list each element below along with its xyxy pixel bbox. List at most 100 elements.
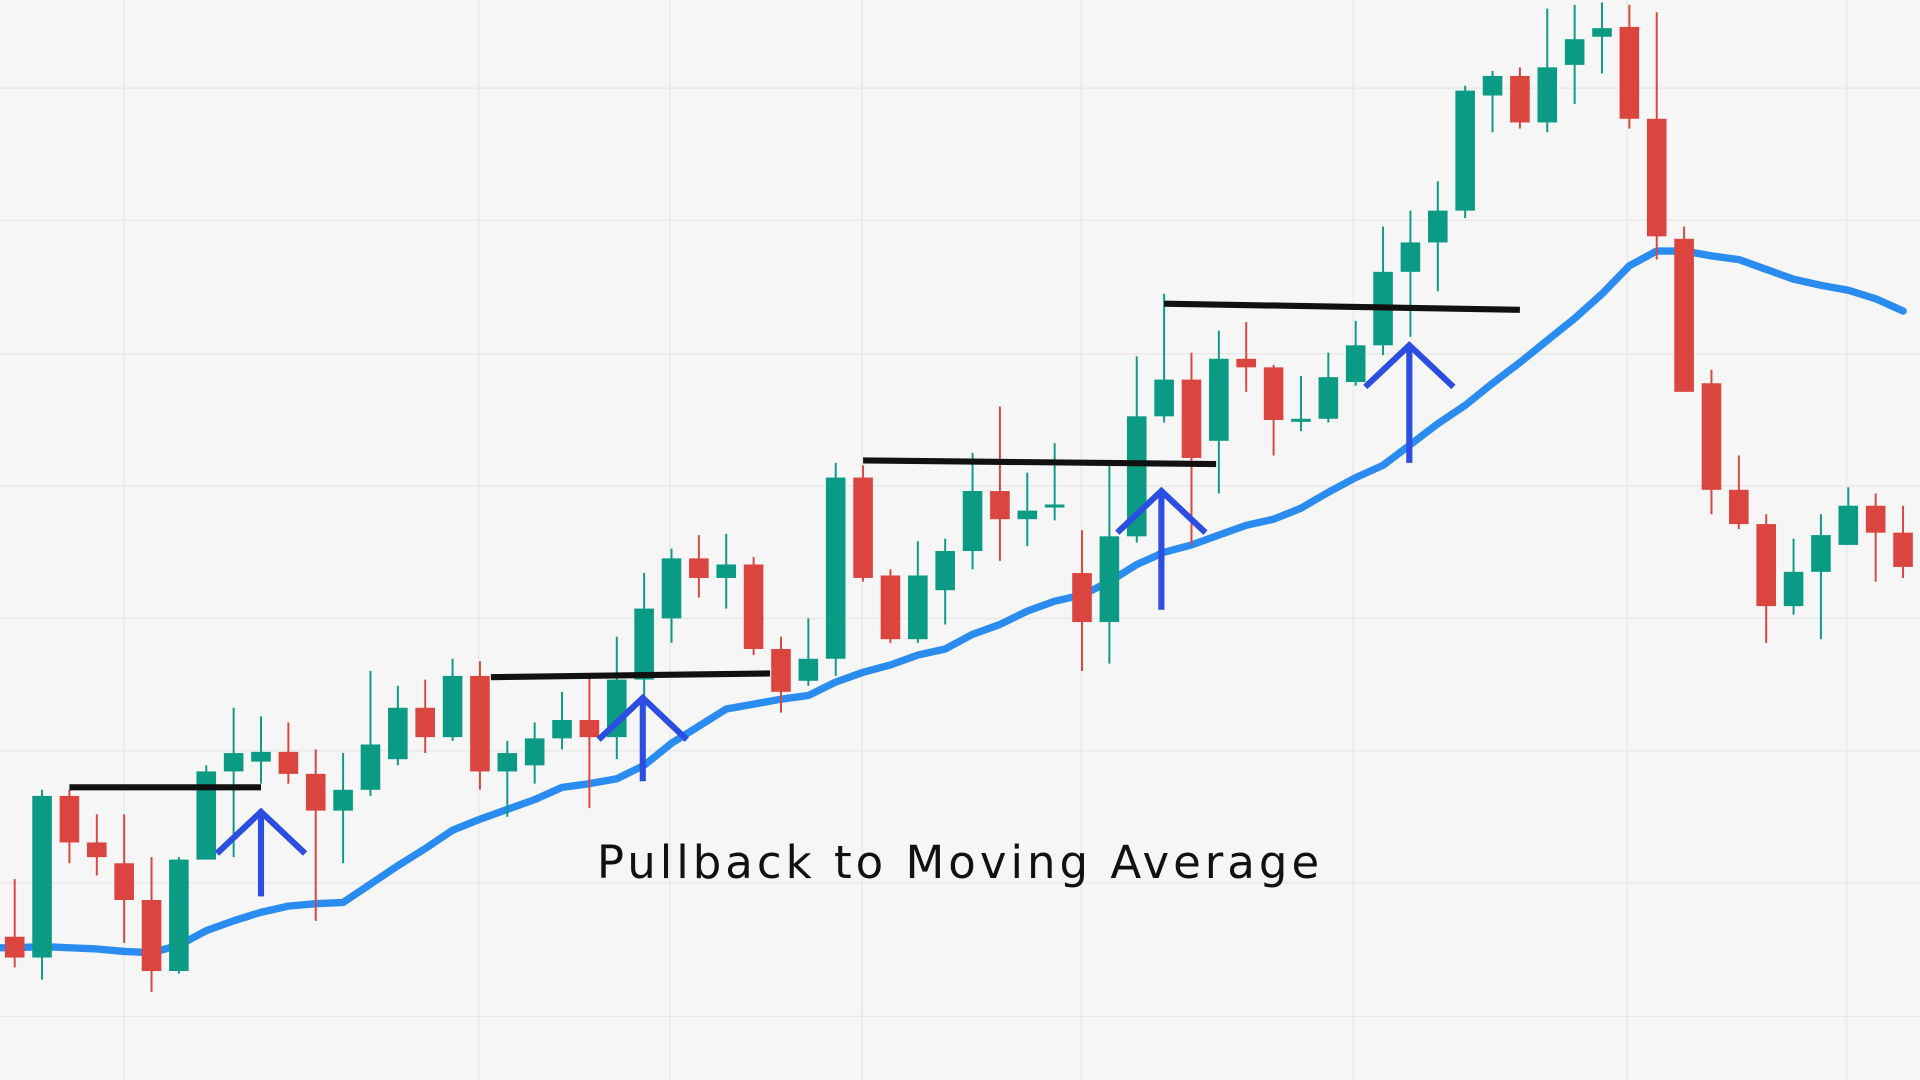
moving-average-layer xyxy=(0,247,1907,957)
candle-bullish xyxy=(1209,330,1229,494)
candle-body xyxy=(87,842,107,858)
candle-bearish xyxy=(114,814,134,943)
pullback-arrows-layer xyxy=(214,341,1456,897)
candle-bullish xyxy=(935,538,955,625)
candle-body xyxy=(606,679,627,738)
candle-body xyxy=(1428,210,1448,243)
candle-bearish xyxy=(1236,322,1257,392)
candle-bearish xyxy=(743,557,764,656)
candle-bullish xyxy=(1428,181,1448,292)
pullback-arrow-icon xyxy=(1363,341,1456,463)
candle-bullish xyxy=(1592,2,1612,74)
candle-body xyxy=(1482,75,1503,96)
candle-body xyxy=(1400,242,1421,272)
candle-bearish xyxy=(1674,226,1694,392)
candle-body xyxy=(59,795,80,843)
candle-bullish xyxy=(251,716,271,784)
candle-body xyxy=(1893,532,1913,567)
candle-body xyxy=(1236,358,1257,368)
candle-body xyxy=(1729,489,1749,525)
candle-body xyxy=(223,753,244,772)
candle-bearish xyxy=(1701,369,1722,515)
candle-body xyxy=(1510,75,1530,123)
candle-body xyxy=(743,564,764,649)
candle-bullish xyxy=(333,753,353,864)
candle-body xyxy=(798,658,819,681)
candle-bullish xyxy=(196,765,217,860)
candle-body xyxy=(360,744,381,790)
candle-bullish xyxy=(962,453,983,570)
candle-body xyxy=(689,558,709,578)
candle-body xyxy=(1209,358,1229,441)
candle-bearish xyxy=(1729,455,1749,529)
candle-bullish xyxy=(442,658,463,741)
candle-bullish xyxy=(497,740,518,817)
candle-body xyxy=(305,773,326,811)
candle-bullish xyxy=(1455,85,1475,218)
candle-bearish xyxy=(415,679,435,754)
candle-bullish xyxy=(1099,462,1120,664)
candle-bearish xyxy=(305,749,326,921)
candle-body xyxy=(415,707,435,738)
candle-body xyxy=(579,720,600,738)
candle-bearish xyxy=(470,661,490,790)
candle-bullish xyxy=(169,857,189,974)
candle-bearish xyxy=(689,535,709,598)
candle-bearish xyxy=(853,465,873,582)
candle-body xyxy=(1099,536,1120,623)
candle-body xyxy=(251,751,271,762)
candle-bearish xyxy=(59,789,80,864)
candle-body xyxy=(1017,510,1038,520)
candle-body xyxy=(634,608,654,680)
candle-bearish xyxy=(1756,514,1776,643)
pullback-arrow-icon xyxy=(1115,486,1208,610)
arrow-head xyxy=(214,807,308,856)
candle-body xyxy=(1345,345,1366,383)
resistance-levels-layer xyxy=(69,300,1520,791)
resistance-level-line xyxy=(490,670,771,681)
candle-body xyxy=(1564,39,1585,65)
candle-body xyxy=(880,575,901,640)
candle-bearish xyxy=(278,722,299,784)
candle-bearish xyxy=(141,857,162,992)
chart-title: Pullback to Moving Average xyxy=(596,836,1324,889)
candle-body xyxy=(1646,118,1667,237)
candle-bearish xyxy=(1510,67,1530,129)
candle-body xyxy=(825,477,846,659)
candle-body xyxy=(1592,28,1612,37)
candle-body xyxy=(196,771,217,860)
candle-body xyxy=(962,491,983,552)
candle-bullish xyxy=(1482,71,1503,133)
candle-bullish xyxy=(1318,352,1339,423)
candle-bullish xyxy=(1044,443,1065,521)
candle-body xyxy=(1044,504,1065,508)
candle-body xyxy=(470,675,490,772)
candle-body xyxy=(1318,377,1339,419)
arrow-head xyxy=(1115,486,1208,535)
resistance-level-line xyxy=(1164,300,1520,313)
candle-bearish xyxy=(880,569,901,643)
candle-bearish xyxy=(1263,364,1284,456)
candle-bullish xyxy=(1811,514,1831,640)
moving-average-line xyxy=(0,247,1907,957)
candle-body xyxy=(1701,383,1722,490)
candle-bullish xyxy=(716,533,737,609)
candle-body xyxy=(552,720,572,739)
candle-bullish xyxy=(1154,293,1174,423)
candle-bullish xyxy=(1373,226,1393,356)
candle-body xyxy=(1291,418,1311,422)
candle-body xyxy=(497,753,518,772)
candle-body xyxy=(388,707,408,760)
candle-body xyxy=(935,551,955,591)
candle-body xyxy=(908,575,928,640)
candle-bearish xyxy=(1865,493,1886,582)
candle-body xyxy=(1674,238,1694,392)
candle-bullish xyxy=(552,691,572,750)
candle-bearish xyxy=(1181,352,1202,545)
candle-body xyxy=(1263,367,1284,420)
candle-body xyxy=(4,936,25,958)
candle-body xyxy=(1756,524,1776,607)
candle-bullish xyxy=(32,789,52,980)
